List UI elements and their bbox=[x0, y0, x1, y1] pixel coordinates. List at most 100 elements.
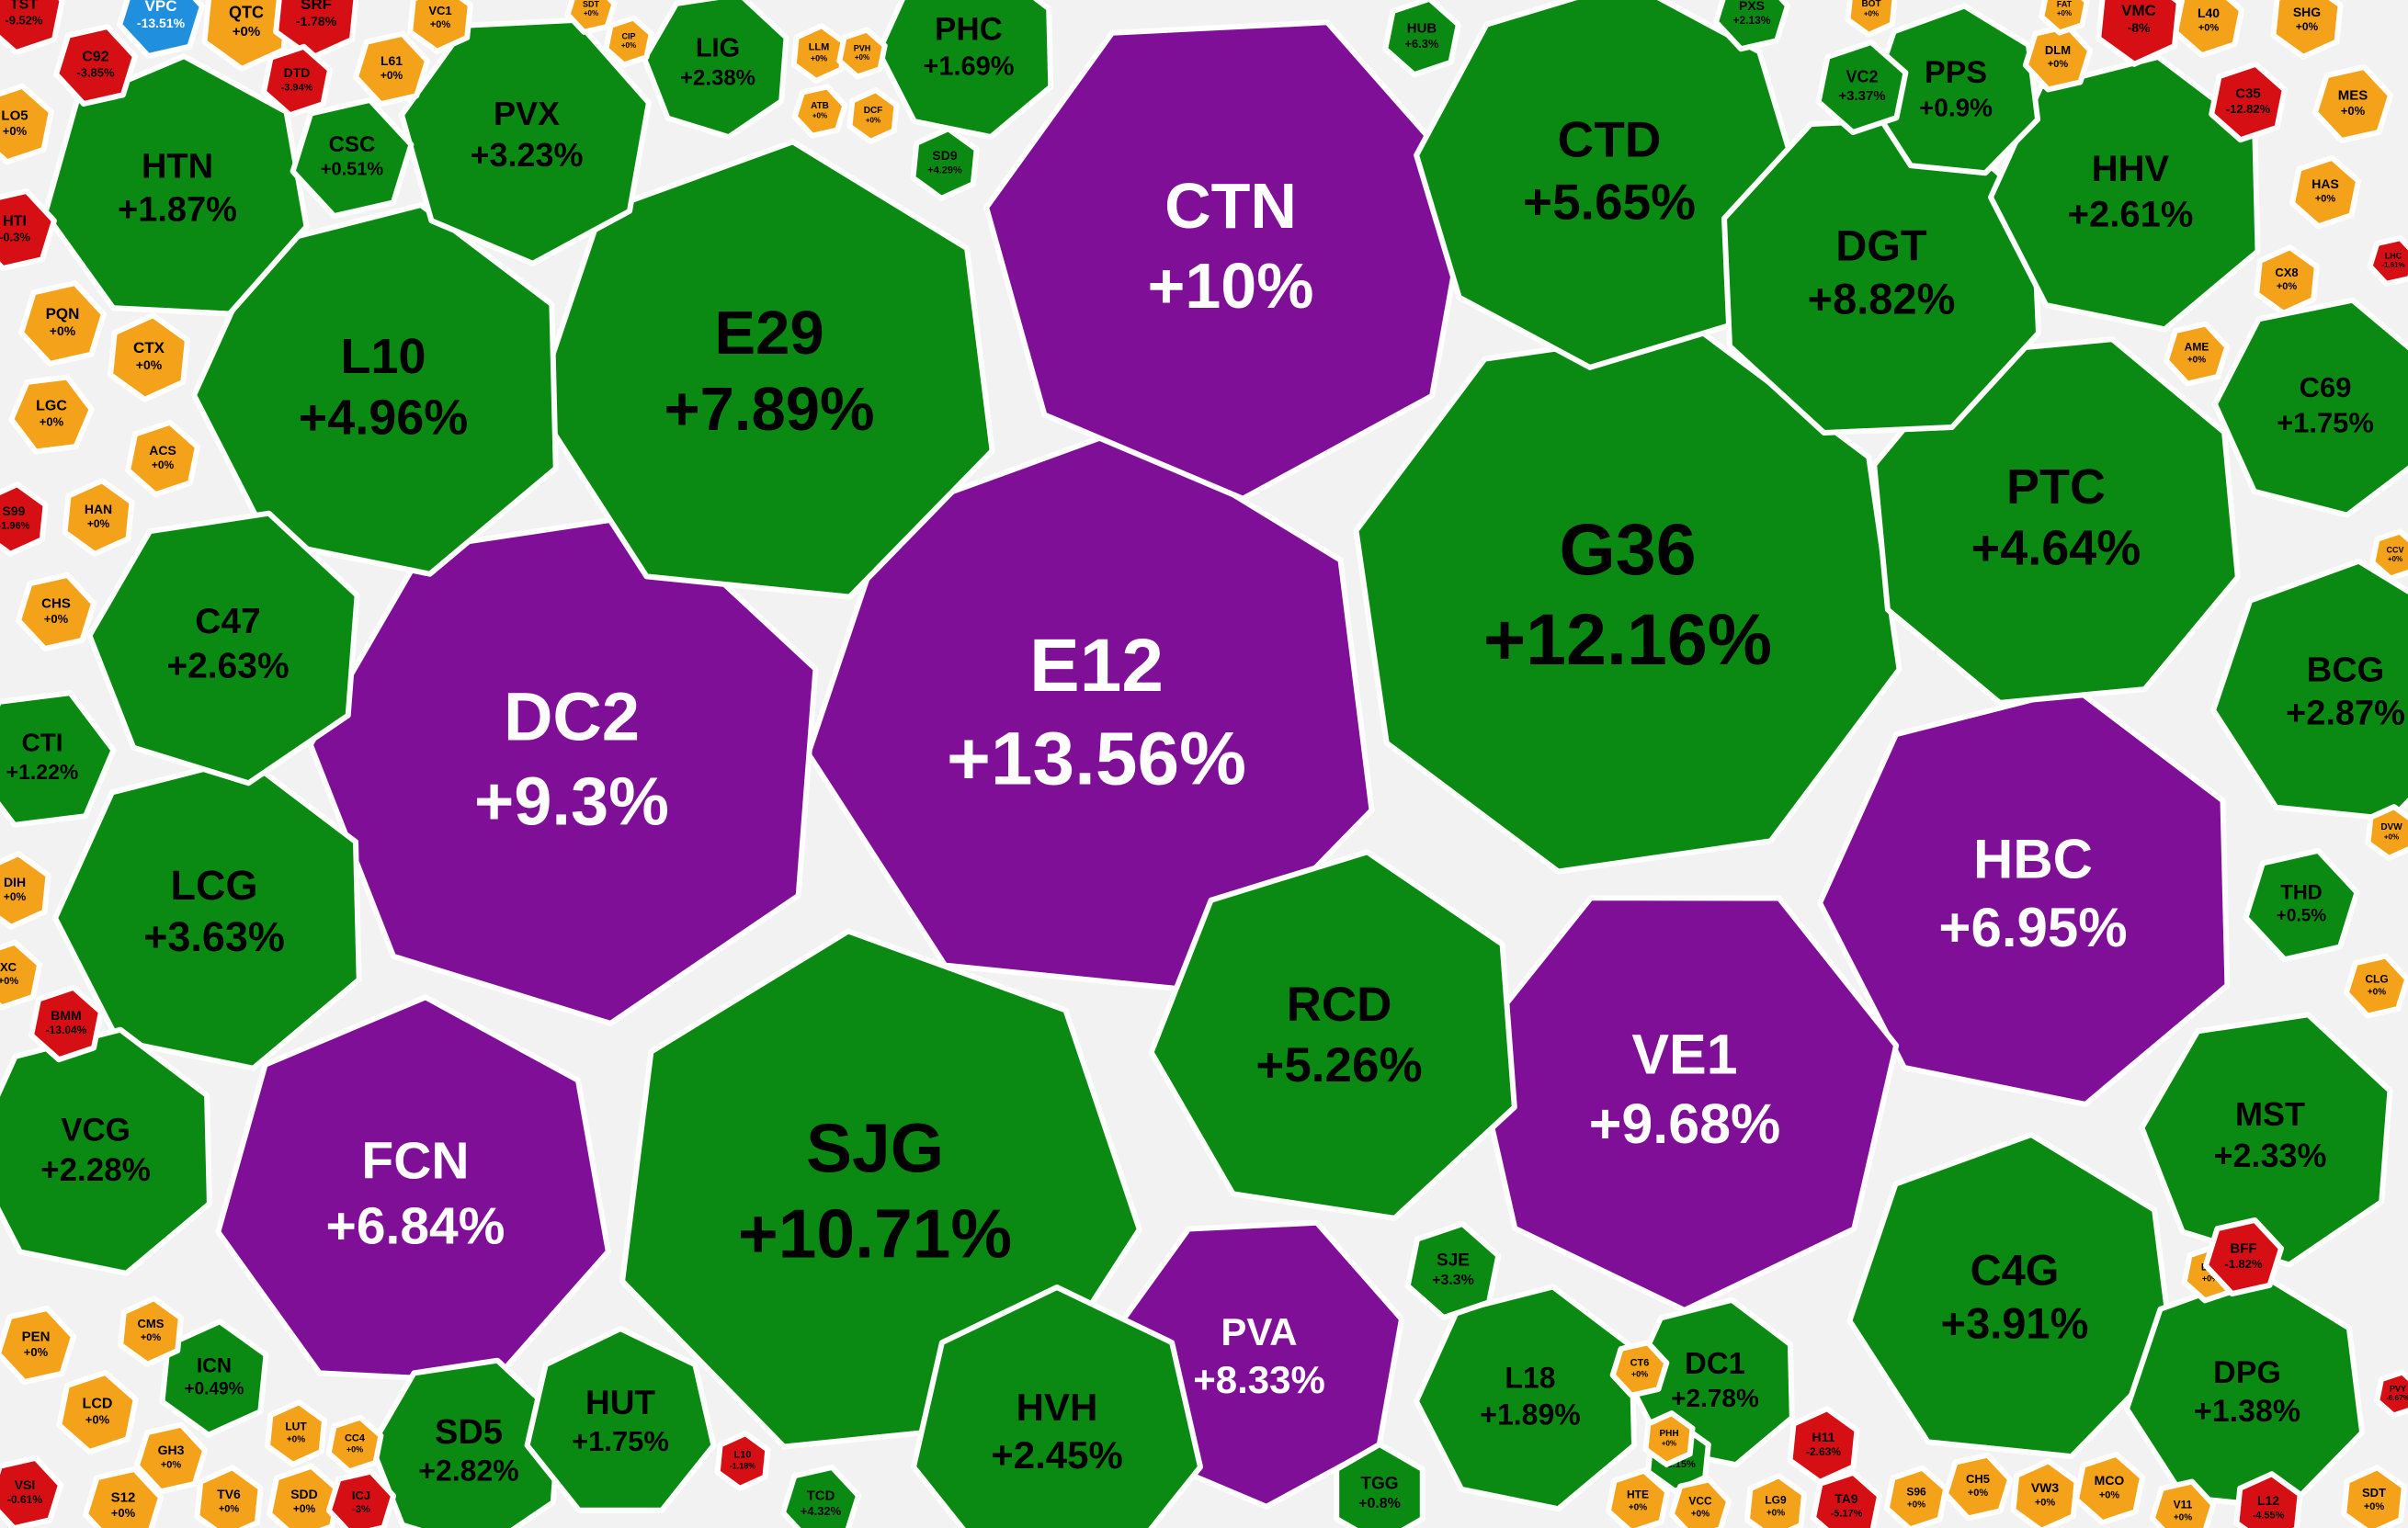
tile-cx8[interactable]: CX8+0% bbox=[2254, 244, 2320, 316]
tile-lgc[interactable]: LGC+0% bbox=[8, 374, 95, 455]
tile-llm[interactable]: LLM+0% bbox=[790, 23, 847, 84]
tile-vc1[interactable]: VC1+0% bbox=[407, 0, 473, 54]
tile-c4g[interactable]: C4G +3.91% bbox=[1846, 1131, 2175, 1460]
tile-chs[interactable]: CHS+0% bbox=[16, 572, 97, 652]
tile-cms[interactable]: CMS +0% bbox=[118, 1296, 184, 1367]
tile-vsi[interactable]: VSI-0.61% bbox=[0, 1454, 63, 1528]
tile-lg9[interactable]: LG9+0% bbox=[1744, 1473, 1807, 1528]
tile-hub[interactable]: HUB+6.3% bbox=[1382, 0, 1461, 78]
tile-ccv[interactable]: CCV+0% bbox=[2369, 528, 2408, 582]
tile-tv6[interactable]: TV6+0% bbox=[194, 1465, 264, 1528]
tile-han[interactable]: HAN+0% bbox=[62, 478, 135, 557]
tile-pvx[interactable]: PVX +3.23% bbox=[399, 17, 652, 266]
tile-h11[interactable]: H11-2.63% bbox=[1787, 1406, 1860, 1485]
tile-lut[interactable]: LUT +0% bbox=[265, 1399, 327, 1467]
tile-dvw[interactable]: DVW+0% bbox=[2365, 804, 2408, 861]
tile-tgg[interactable]: TGG +0.8% bbox=[1334, 1442, 1425, 1528]
tile-ctn[interactable]: CTN +10% bbox=[983, 19, 1472, 502]
tile-s12[interactable]: S12+0% bbox=[83, 1466, 164, 1528]
tile-fat[interactable]: FAT+0% bbox=[2039, 0, 2090, 36]
tile-tst[interactable]: TST-9.52% bbox=[0, 0, 65, 56]
tile-clg[interactable]: CLG +0% bbox=[2343, 953, 2408, 1019]
tile-c92[interactable]: C92-3.85% bbox=[53, 24, 138, 107]
tile-l10[interactable]: L10 +4.96% bbox=[191, 202, 559, 577]
tile-cip[interactable]: CIP+0% bbox=[603, 15, 654, 68]
tile-xc[interactable]: XC +0% bbox=[0, 939, 43, 1011]
tile-atb[interactable]: ATB+0% bbox=[791, 84, 848, 139]
tile-ch5[interactable]: CH5+0% bbox=[1942, 1452, 2014, 1522]
tile-ame[interactable]: AME +0% bbox=[2163, 321, 2231, 387]
tile-lhc[interactable]: LHC-1.61% bbox=[2367, 235, 2408, 287]
tile-vw3[interactable]: VW3+0% bbox=[2010, 1458, 2080, 1528]
tile-mes[interactable]: MES+0% bbox=[2312, 63, 2393, 144]
tile-bff[interactable]: BFF-1.82% bbox=[2203, 1217, 2284, 1297]
tile-csc[interactable]: CSC +0.51% bbox=[290, 96, 415, 220]
tile-vmc[interactable]: VMC-8% bbox=[2096, 0, 2182, 67]
tile-vpc[interactable]: VPC-13.51% bbox=[117, 0, 205, 59]
tile-l10[interactable]: L10-1.18% bbox=[714, 1431, 771, 1491]
tile-e12[interactable]: E12 +13.56% bbox=[805, 425, 1375, 993]
tile-cti[interactable]: CTI +1.22% bbox=[0, 690, 117, 828]
tile-ve1[interactable]: VE1 +9.68% bbox=[1471, 895, 1900, 1313]
tile-pvh[interactable]: PVH+0% bbox=[836, 27, 888, 80]
tile-vcc[interactable]: VCC +0% bbox=[1668, 1477, 1732, 1528]
tile-pqn[interactable]: PQN+0% bbox=[18, 280, 107, 367]
tile-sd9[interactable]: SD9 +4.29% bbox=[910, 126, 980, 201]
tile-vcg[interactable]: VCG+2.28% bbox=[0, 1026, 212, 1276]
tile-lcd[interactable]: LCD+0% bbox=[56, 1369, 139, 1455]
tile-cc4[interactable]: CC4+0% bbox=[325, 1414, 384, 1475]
tile-bcg[interactable]: BCG +2.87% bbox=[2210, 558, 2408, 822]
tile-thd[interactable]: THD +0.5% bbox=[2243, 847, 2360, 963]
tile-lo5[interactable]: LO5+0% bbox=[0, 83, 54, 165]
tile-sdt[interactable]: SDT+0% bbox=[564, 0, 618, 35]
tile-s96[interactable]: S96+0% bbox=[1883, 1465, 1949, 1528]
tile-sdd[interactable]: SDD+0% bbox=[267, 1463, 342, 1528]
tile-icj[interactable]: ICJ -3% bbox=[325, 1468, 397, 1528]
tile-l18[interactable]: L18+1.89% bbox=[1414, 1284, 1637, 1512]
tile-hbc[interactable]: HBC +6.95% bbox=[1817, 685, 2231, 1107]
tile-s99[interactable]: S99 -1.96% bbox=[0, 481, 49, 557]
tile-hut[interactable]: HUT +1.75% bbox=[524, 1326, 717, 1513]
tile-shg[interactable]: SHG+0% bbox=[2270, 0, 2344, 60]
tile-l40[interactable]: L40+0% bbox=[2173, 0, 2244, 59]
tile-mco[interactable]: MCO +0% bbox=[2073, 1451, 2145, 1526]
tile-l61[interactable]: L61+0% bbox=[353, 30, 430, 108]
tile-lcg[interactable]: LCG+3.63% bbox=[52, 755, 362, 1071]
tile-sdt[interactable]: SDT+0% bbox=[2341, 1465, 2407, 1528]
tile-c35[interactable]: C35-12.82% bbox=[2209, 61, 2288, 143]
tile-pxs[interactable]: PXS+2.13% bbox=[1713, 0, 1790, 52]
tile-lig[interactable]: LIG +2.38% bbox=[642, 0, 789, 141]
tile-bot[interactable]: BOT+0% bbox=[1845, 0, 1898, 38]
tile-dc2[interactable]: DC2 +9.3% bbox=[307, 511, 819, 1026]
tile-pen[interactable]: PEN+0% bbox=[0, 1305, 76, 1386]
tile-hti[interactable]: HTI-0.3% bbox=[0, 188, 57, 271]
tile-e29[interactable]: E29 +7.89% bbox=[533, 139, 995, 600]
tile-dlm[interactable]: DLM +0% bbox=[2022, 23, 2094, 93]
tile-dcf[interactable]: DCF+0% bbox=[846, 87, 900, 144]
tile-c69[interactable]: C69+1.75% bbox=[2212, 297, 2408, 518]
tile-c47[interactable]: C47 +2.63% bbox=[86, 510, 360, 787]
tile-rcd[interactable]: RCD +5.26% bbox=[1148, 849, 1517, 1221]
tile-fcn[interactable]: FCN+6.84% bbox=[215, 994, 611, 1385]
tile-sd5[interactable]: SD5+2.82% bbox=[369, 1357, 562, 1528]
tile-dih[interactable]: DIH+0% bbox=[0, 851, 51, 930]
tile-acs[interactable]: ACS+0% bbox=[125, 419, 200, 498]
tile-hvh[interactable]: HVH+2.45% bbox=[911, 1285, 1203, 1528]
tile-ta9[interactable]: TA9 -5.17% bbox=[1811, 1469, 1882, 1528]
tile-phc[interactable]: PHC+1.69% bbox=[876, 0, 1054, 140]
tile-g36[interactable]: G36+12.16% bbox=[1353, 325, 1903, 875]
tile-ptc[interactable]: PTC +4.64% bbox=[1871, 336, 2241, 706]
tile-pvy[interactable]: PVY-6.67% bbox=[2374, 1369, 2408, 1419]
tile-bmm[interactable]: BMM-13.04% bbox=[28, 984, 104, 1063]
tile-hte[interactable]: HTE +0% bbox=[1605, 1467, 1671, 1528]
tile-tcd[interactable]: TCD+4.32% bbox=[780, 1464, 861, 1528]
tile-htn[interactable]: HTN +1.87% bbox=[42, 53, 310, 317]
tile-hhv[interactable]: HHV +2.61% bbox=[1988, 54, 2261, 333]
tile-mst[interactable]: MST +2.33% bbox=[2139, 1012, 2393, 1268]
tile-phh[interactable]: PHH+0% bbox=[1642, 1410, 1696, 1467]
tile-pps[interactable]: PPS +0.9% bbox=[1867, 3, 2041, 176]
tile-dpg[interactable]: DPG +1.38% bbox=[2124, 1270, 2366, 1511]
tile-v11[interactable]: V11+0% bbox=[2149, 1478, 2217, 1528]
tile-ct6[interactable]: CT6+0% bbox=[1609, 1340, 1670, 1398]
tile-gh3[interactable]: GH3+0% bbox=[133, 1421, 209, 1495]
